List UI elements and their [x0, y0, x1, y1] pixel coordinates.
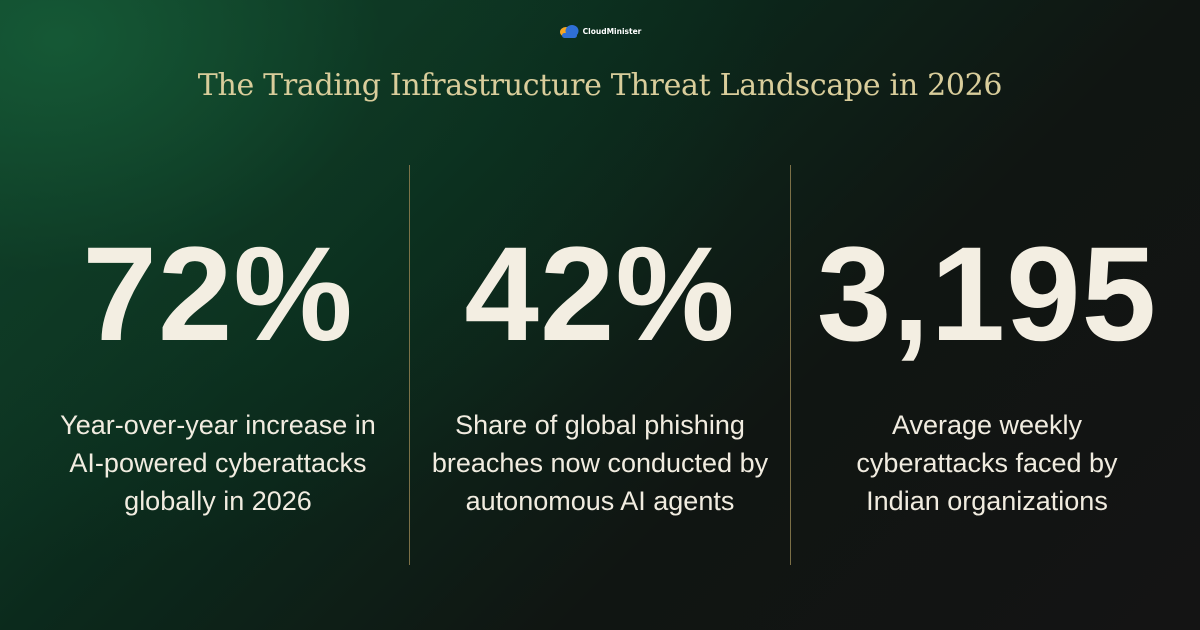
stat-value: 3,195 [816, 220, 1158, 369]
brand-header: CloudMinister [0, 22, 1200, 40]
stat-card-weekly-attacks: 3,195 Average weekly cyberattacks faced … [797, 220, 1177, 520]
column-divider-1 [409, 165, 410, 565]
brand-name: CloudMinister [582, 26, 642, 36]
page-title: The Trading Infrastructure Threat Landsc… [197, 68, 1003, 103]
stat-value: 72% [82, 220, 354, 369]
column-divider-2 [790, 165, 791, 565]
cloud-logo-icon [559, 25, 579, 38]
stat-value: 42% [464, 220, 736, 369]
stat-card-ai-attacks: 72% Year-over-year increase in AI-powere… [28, 220, 408, 520]
stat-description: Share of global phishing breaches now co… [431, 410, 769, 516]
stat-card-phishing-breaches: 42% Share of global phishing breaches no… [410, 220, 790, 520]
stat-description: Year-over-year increase in AI-powered cy… [60, 410, 376, 516]
stat-description: Average weekly cyberattacks faced by Ind… [856, 410, 1118, 516]
